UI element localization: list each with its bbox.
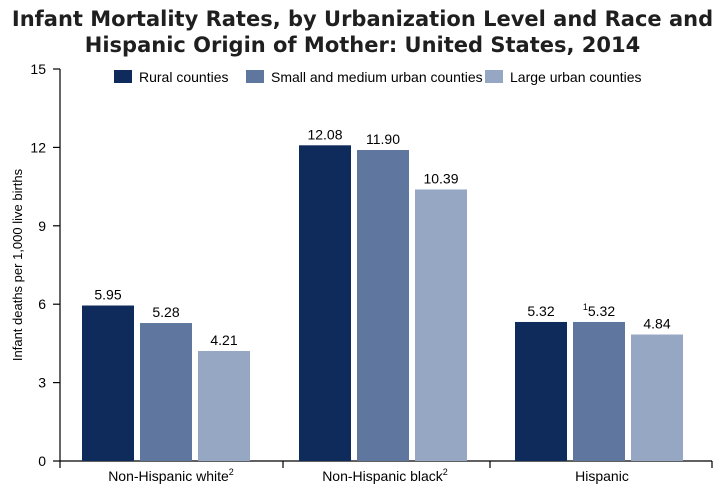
legend-swatch <box>114 70 132 83</box>
legend-label: Small and medium urban counties <box>271 69 483 85</box>
data-label: 5.95 <box>94 287 121 303</box>
data-label: 10.39 <box>423 170 458 186</box>
legend-label: Rural counties <box>139 69 229 85</box>
data-label: 5.32 <box>527 303 554 319</box>
y-tick-label: 6 <box>38 296 46 312</box>
x-category-label: Non-Hispanic white2 <box>108 467 234 484</box>
bar-2-2 <box>357 150 409 461</box>
legend-label: Large urban counties <box>510 69 642 85</box>
data-label: 4.21 <box>210 332 237 348</box>
bar-1-1 <box>82 305 134 461</box>
chart-title-line-2: Hispanic Origin of Mother: United States… <box>84 33 641 57</box>
bar-1-2 <box>299 145 351 461</box>
y-axis-label: Infant deaths per 1,000 live births <box>10 168 25 361</box>
data-label: 15.32 <box>583 302 615 319</box>
y-tick-label: 15 <box>30 61 46 77</box>
bar-2-1 <box>140 323 192 461</box>
chart-title-line-1: Infant Mortality Rates, by Urbanization … <box>11 7 714 31</box>
data-label: 12.08 <box>307 126 342 142</box>
legend-swatch <box>485 70 503 83</box>
y-tick-label: 9 <box>38 218 46 234</box>
data-label: 11.90 <box>366 131 400 147</box>
x-category-label: Non-Hispanic black2 <box>322 467 448 484</box>
chart-title: Infant Mortality Rates, by Urbanization … <box>0 6 725 58</box>
data-label: 5.28 <box>152 304 179 320</box>
bar-3-3 <box>631 334 683 461</box>
y-tick-label: 12 <box>30 139 46 155</box>
bar-3-1 <box>198 350 250 461</box>
x-category-label: Hispanic <box>575 468 629 484</box>
y-tick-label: 3 <box>38 375 46 391</box>
y-tick-label: 0 <box>38 453 46 469</box>
data-label: 4.84 <box>643 316 670 332</box>
bar-1-3 <box>515 321 567 461</box>
legend-swatch <box>246 70 264 83</box>
bar-3-2 <box>415 189 467 461</box>
bar-2-3 <box>573 321 625 461</box>
